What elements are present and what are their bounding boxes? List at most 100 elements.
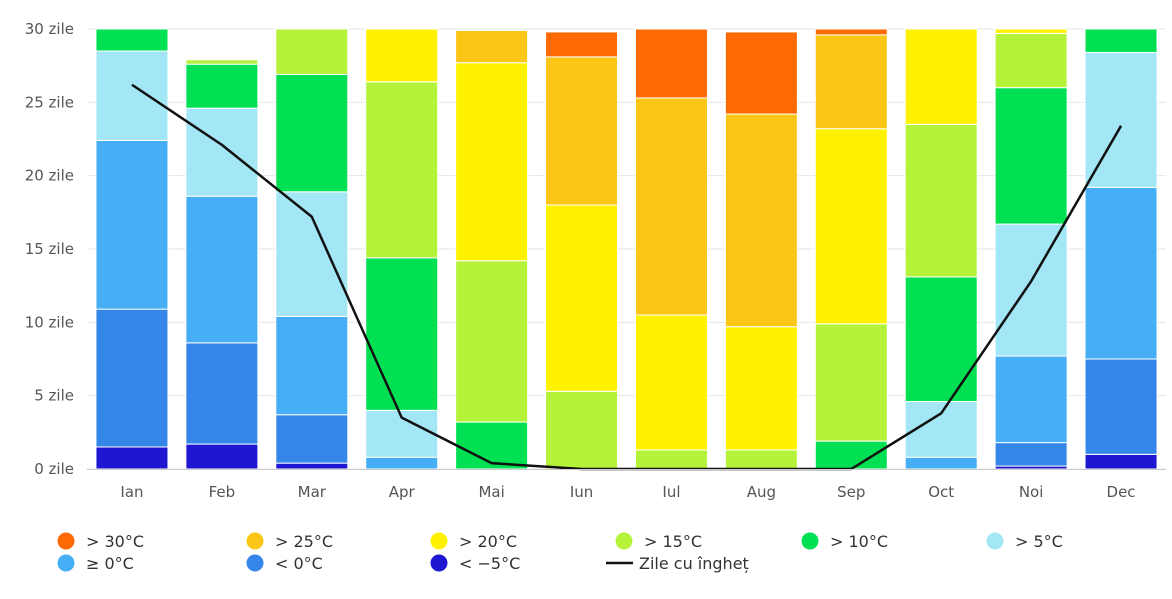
y-tick-label: 10 zile (25, 313, 74, 331)
bar-segment[interactable] (904, 28, 978, 125)
bar-segment[interactable] (365, 81, 439, 259)
legend-dot (986, 532, 1004, 550)
legend-item[interactable]: > 20°C (430, 532, 518, 551)
legend-item[interactable]: < −5°C (430, 554, 521, 573)
bar-segment[interactable] (1084, 28, 1158, 53)
legend-dot (801, 532, 819, 550)
bar-segment[interactable] (275, 462, 349, 470)
bar-segment[interactable] (95, 50, 169, 141)
bar-segment[interactable] (275, 73, 349, 193)
bar-segment[interactable] (814, 440, 888, 470)
bar-segment[interactable] (365, 257, 439, 411)
bar-segment[interactable] (455, 62, 529, 262)
bar-segment[interactable] (95, 28, 169, 52)
bar-segment[interactable] (545, 31, 619, 58)
bar-segment[interactable] (455, 260, 529, 423)
bar-segment[interactable] (185, 63, 259, 109)
bar-segment[interactable] (904, 276, 978, 403)
bar-segment[interactable] (275, 414, 349, 464)
legend: > 30°C > 25°C > 20°C > 15°C > 10°C > 5°C ≥ 0°C… (57, 532, 1063, 573)
bar-segment[interactable] (724, 326, 798, 451)
bar-segment[interactable] (185, 107, 259, 197)
bar-segment[interactable] (455, 29, 529, 64)
legend-label: ≥ 0°C (86, 554, 134, 573)
bar-segment[interactable] (724, 31, 798, 115)
bar-segment[interactable] (1084, 186, 1158, 360)
x-tick-label: Apr (389, 483, 416, 501)
bar-segment[interactable] (994, 223, 1068, 357)
bar-segment[interactable] (634, 28, 708, 99)
bar-segment[interactable] (95, 139, 169, 310)
bars (95, 28, 1158, 470)
legend-dot (57, 532, 75, 550)
bar-segment[interactable] (724, 113, 798, 328)
bar-segment[interactable] (1084, 358, 1158, 455)
bar-segment[interactable] (95, 308, 169, 448)
bar-segment[interactable] (814, 323, 888, 442)
x-tick-label: Feb (209, 483, 236, 501)
bar-segment[interactable] (95, 446, 169, 470)
bar-segment[interactable] (634, 449, 708, 470)
bar-segment[interactable] (994, 442, 1068, 467)
legend-label: > 5°C (1015, 532, 1063, 551)
bar-segment[interactable] (365, 28, 439, 83)
legend-item[interactable]: > 10°C (801, 532, 889, 551)
bar-segment[interactable] (634, 97, 708, 316)
bar-segment[interactable] (545, 56, 619, 206)
legend-label: Zile cu îngheț (639, 554, 749, 573)
legend-dot (246, 554, 264, 572)
bar-segment[interactable] (545, 204, 619, 392)
bar-segment[interactable] (185, 195, 259, 344)
legend-item[interactable]: > 25°C (246, 532, 334, 551)
bar-segment[interactable] (275, 191, 349, 317)
bar-segment[interactable] (994, 32, 1068, 89)
bar-segment[interactable] (904, 123, 978, 278)
bar-segment[interactable] (724, 449, 798, 470)
bar-segment[interactable] (814, 128, 888, 325)
legend-dot (246, 532, 264, 550)
y-tick-label: 25 zile (25, 93, 74, 111)
bar-segment[interactable] (185, 443, 259, 470)
bar-segment[interactable] (904, 456, 978, 470)
x-tick-label: Dec (1107, 483, 1136, 501)
x-tick-label: Iul (662, 483, 680, 501)
legend-dot (57, 554, 75, 572)
legend-item[interactable]: Zile cu îngheț (606, 554, 749, 573)
bar-segment[interactable] (814, 34, 888, 130)
bar-segment[interactable] (365, 456, 439, 470)
bar-segment[interactable] (275, 28, 349, 75)
bar-segment[interactable] (814, 28, 888, 36)
x-tick-label: Mai (478, 483, 504, 501)
bar-segment[interactable] (185, 59, 259, 65)
bar-segment[interactable] (185, 342, 259, 445)
bar-segment[interactable] (994, 28, 1068, 34)
bar-segment[interactable] (1084, 453, 1158, 470)
legend-item[interactable]: < 0°C (246, 554, 323, 573)
y-tick-label: 30 zile (25, 20, 74, 38)
legend-label: > 30°C (86, 532, 144, 551)
legend-dot (615, 532, 633, 550)
y-tick-label: 20 zile (25, 167, 74, 185)
bar-segment[interactable] (994, 87, 1068, 225)
legend-item[interactable]: > 15°C (615, 532, 703, 551)
bar-segment[interactable] (994, 355, 1068, 444)
x-tick-label: Aug (747, 483, 776, 501)
axes: 0 zile 5 zile 10 zile 15 zile 20 zile 25 zile… (25, 20, 1166, 501)
grid-lines (87, 28, 1166, 470)
legend-item[interactable]: > 5°C (986, 532, 1063, 551)
legend-label: > 10°C (830, 532, 888, 551)
legend-item[interactable]: > 30°C (57, 532, 145, 551)
x-tick-label: Sep (837, 483, 865, 501)
legend-label: > 20°C (459, 532, 517, 551)
legend-item[interactable]: ≥ 0°C (57, 554, 134, 573)
y-tick-label: 0 zile (34, 460, 74, 478)
legend-label: < −5°C (459, 554, 520, 573)
legend-dot (430, 554, 448, 572)
y-tick-label: 15 zile (25, 240, 74, 258)
bar-segment[interactable] (545, 390, 619, 470)
bar-segment[interactable] (275, 315, 349, 416)
legend-label: > 25°C (275, 532, 333, 551)
bar-segment[interactable] (634, 314, 708, 451)
